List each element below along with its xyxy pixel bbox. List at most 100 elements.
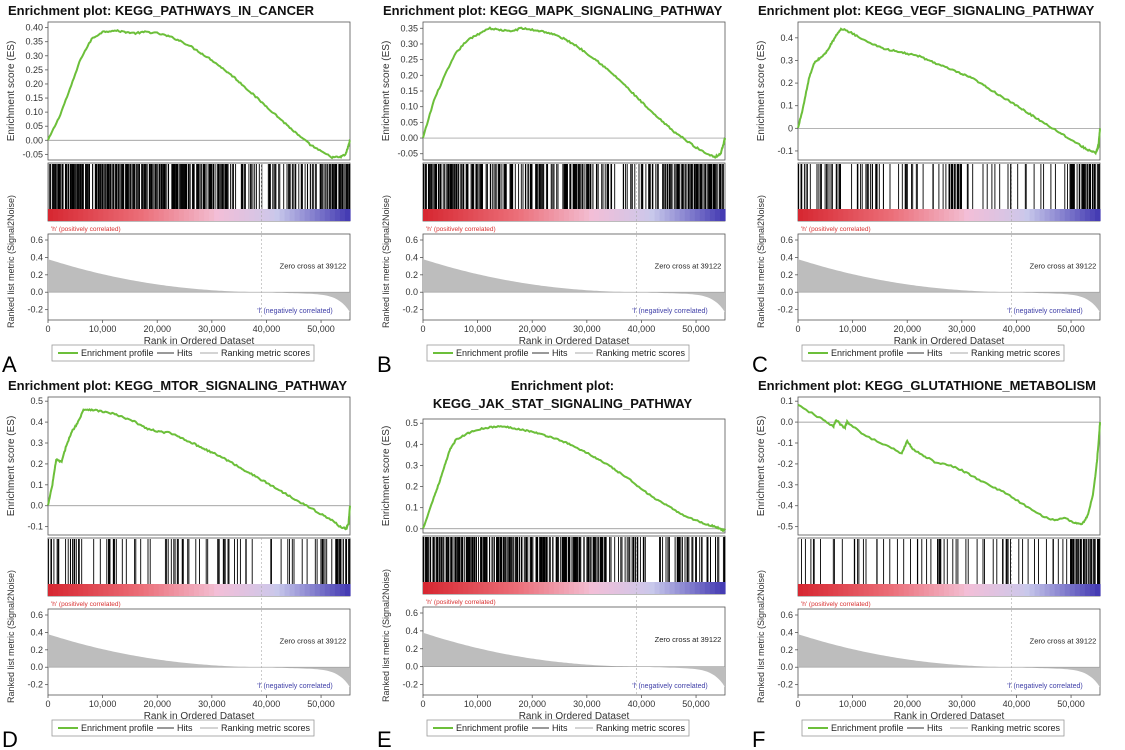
rank-bar-segment [994, 209, 1000, 221]
rank-bar-segment [443, 209, 449, 221]
rank-bar-segment [838, 209, 844, 221]
metric-tick-label: 0.6 [405, 235, 418, 245]
rank-bar-segment [553, 582, 560, 594]
rank-bar-segment [848, 209, 854, 221]
rank-bar-segment [1044, 209, 1051, 221]
rank-bar-segment [853, 209, 859, 221]
panel-letter-bg [375, 725, 395, 750]
gsea-panel-b: Enrichment plot: KEGG_MAPK_SIGNALING_PAT… [375, 0, 750, 375]
gsea-panel-svg: Enrichment plot: KEGG_PATHWAYS_IN_CANCER… [0, 3, 351, 375]
gsea-panel-a: Enrichment plot: KEGG_PATHWAYS_IN_CANCER… [0, 0, 375, 375]
rank-bar-segment [938, 209, 945, 221]
rank-bar-segment [1084, 584, 1091, 596]
x-tick-label: 20,000 [143, 699, 171, 709]
rank-bar-segment [324, 584, 331, 596]
chart-title-line2: KEGG_JAK_STAT_SIGNALING_PATHWAY [433, 396, 693, 411]
rank-bar-segment [103, 584, 109, 596]
x-axis-label: Rank in Ordered Dataset [894, 711, 1005, 722]
rank-bar-segment [599, 582, 605, 594]
es-plot-frame [797, 396, 1101, 536]
legend-hits-label: Hits [552, 348, 568, 358]
metric-tick-label: 0.2 [405, 644, 418, 654]
rank-bar-segment [654, 582, 661, 594]
rank-bar-segment [873, 209, 880, 221]
rank-bar-segment [493, 209, 500, 221]
legend-box [51, 719, 315, 737]
metric-tick-label: 0.4 [405, 252, 418, 262]
rank-bar-segment [1079, 209, 1086, 221]
legend-hits-label: Hits [552, 723, 568, 733]
rank-bar-segment [1059, 584, 1066, 596]
rank-bar-segment [619, 209, 625, 221]
rank-bar-segment [118, 209, 125, 221]
rank-bar-segment [833, 584, 839, 596]
rank-bar-segment [994, 584, 1000, 596]
rank-bar-segment [918, 209, 925, 221]
rank-bar-segment [264, 584, 271, 596]
rank-bar-segment [1064, 584, 1071, 596]
rank-bar-segment [543, 582, 550, 594]
rank-bar-segment [659, 209, 666, 221]
rank-bar-segment [219, 209, 225, 221]
rank-bar-segment [93, 209, 99, 221]
rank-bar-segment [188, 584, 195, 596]
zero-cross-label: Zero cross at 39122 [1030, 261, 1097, 270]
panel-letter-bg [750, 350, 770, 375]
rank-bar-segment [289, 209, 296, 221]
rank-bar-segment [468, 209, 474, 221]
rank-bar-segment [898, 584, 905, 596]
x-tick-label: 10,000 [89, 699, 117, 709]
rank-bar-segment [964, 209, 970, 221]
legend-metric-label: Ranking metric scores [221, 723, 311, 733]
chart-title: Enrichment plot: KEGG_PATHWAYS_IN_CANCER [8, 3, 315, 18]
rank-bar-segment [423, 209, 429, 221]
rank-bar-segment [503, 582, 510, 594]
rank-bar-segment [699, 209, 706, 221]
es-y-label: Enrichment score (ES) [6, 41, 17, 142]
x-tick-label: 40,000 [253, 699, 281, 709]
rank-bar-segment [528, 582, 535, 594]
x-tick-label: 0 [795, 324, 800, 334]
panel-letter-bg [375, 350, 395, 375]
rank-bar-segment [193, 584, 200, 596]
legend-es-label: Enrichment profile [81, 348, 154, 358]
rank-bar-segment [188, 209, 195, 221]
rank-bar-segment [1019, 584, 1026, 596]
rank-bar-segment [679, 209, 686, 221]
es-tick-label: 0.2 [780, 78, 793, 88]
rank-bar-segment [259, 209, 266, 221]
rank-bar-segment [553, 209, 560, 221]
rank-bar-segment [48, 584, 54, 596]
rank-bar-segment [629, 582, 635, 594]
rank-bar-segment [1089, 209, 1096, 221]
rank-bar-segment [949, 209, 955, 221]
legend-box [51, 344, 315, 362]
rank-bar-segment [193, 209, 200, 221]
rank-bar-segment [234, 584, 240, 596]
es-tick-label: 0.00 [25, 135, 43, 145]
rank-bar-segment [453, 209, 459, 221]
chart-title: Enrichment plot: KEGG_MTOR_SIGNALING_PAT… [8, 378, 347, 393]
rank-bar-segment [908, 584, 915, 596]
rank-bar-segment [199, 209, 205, 221]
rank-bar-segment [1019, 209, 1026, 221]
rank-bar-segment [239, 209, 245, 221]
rank-bar-segment [1069, 584, 1076, 596]
es-plot-frame [422, 418, 726, 534]
x-tick-label: 10,000 [839, 699, 867, 709]
rank-bar-segment [153, 584, 160, 596]
rank-bar-segment [128, 584, 135, 596]
rank-bar-segment [883, 584, 890, 596]
rank-bar-segment [863, 584, 870, 596]
rank-bar-segment [523, 209, 530, 221]
rank-bar-segment [538, 209, 545, 221]
zero-cross-label: Zero cross at 39122 [1030, 636, 1097, 645]
rank-bar-segment [513, 209, 520, 221]
rank-bar-segment [329, 584, 336, 596]
rank-bar-segment [719, 582, 726, 594]
es-tick-label: 0.35 [400, 23, 418, 33]
rank-bar-segment [319, 584, 326, 596]
rank-bar-segment [478, 582, 484, 594]
rank-bar-segment [709, 582, 716, 594]
es-tick-label: 0.25 [400, 55, 418, 65]
